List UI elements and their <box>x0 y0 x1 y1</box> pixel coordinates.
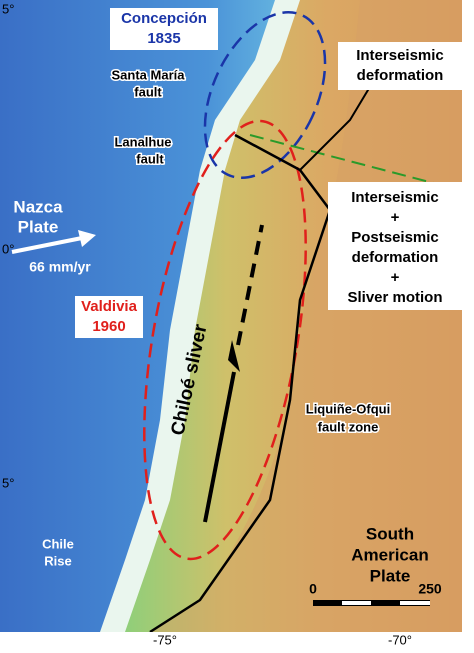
arrowhead <box>228 340 240 372</box>
label: Plate <box>370 566 411 585</box>
label: Sliver motion <box>347 289 442 306</box>
label: 5° <box>2 475 14 490</box>
nazca-arrow <box>11 236 83 254</box>
label: deformation <box>352 249 439 266</box>
label: 66 mm/yr <box>29 259 91 275</box>
label: Interseismic <box>351 189 439 206</box>
label: -70° <box>388 632 412 647</box>
label-box <box>338 42 462 90</box>
label: -75° <box>153 632 177 647</box>
label-box <box>110 8 218 50</box>
label: Rise <box>44 553 71 568</box>
label: Postseismic <box>351 229 439 246</box>
margin <box>0 632 474 648</box>
label: South <box>366 524 414 543</box>
label: fault <box>136 151 164 166</box>
fault-line <box>149 133 332 634</box>
label: + <box>391 209 400 226</box>
margin <box>462 0 474 648</box>
scale-bar <box>313 600 430 606</box>
label: + <box>391 269 400 286</box>
label: 1835 <box>147 30 180 47</box>
label: fault zone <box>318 419 379 434</box>
label: 5° <box>2 1 14 16</box>
label: Santa María <box>112 67 186 82</box>
arrowhead <box>78 230 96 247</box>
label: deformation <box>357 67 444 84</box>
label: Chile <box>42 536 74 551</box>
label: 250 <box>418 581 442 597</box>
label-box <box>328 182 462 310</box>
label: American <box>351 545 428 564</box>
label: Valdivia <box>81 298 138 315</box>
label: Lanalhue <box>114 134 171 149</box>
label: 1960 <box>92 318 125 335</box>
label: Interseismic <box>356 47 444 64</box>
label: Plate <box>18 217 59 236</box>
boundary <box>249 134 461 191</box>
scale-bar <box>400 601 430 605</box>
label: fault <box>134 84 162 99</box>
sliver-arrow <box>203 371 236 523</box>
scale-bar <box>342 601 371 605</box>
andes <box>150 0 462 632</box>
label-box <box>75 296 143 338</box>
rupture-1835 <box>203 11 327 179</box>
label: Concepción <box>121 10 207 27</box>
sliver-dashed <box>236 224 264 346</box>
label: 0 <box>309 581 317 597</box>
label: Liquiñe-Ofqui <box>306 401 390 416</box>
label: 0° <box>2 241 14 256</box>
label: Nazca <box>13 197 63 216</box>
